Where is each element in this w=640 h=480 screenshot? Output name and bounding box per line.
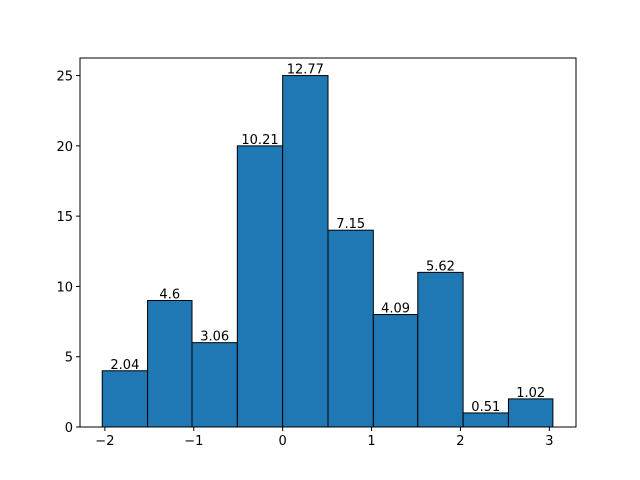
bar	[101, 370, 149, 428]
bar	[507, 398, 554, 428]
bar	[282, 75, 329, 428]
x-tick-label: 0	[279, 434, 287, 449]
x-tick-label: 1	[367, 434, 375, 449]
bar-label: 5.62	[426, 259, 455, 274]
bar-label: 1.02	[516, 386, 545, 401]
bar	[327, 229, 374, 428]
y-tick-label: 25	[56, 70, 73, 85]
y-tick-label: 20	[56, 140, 73, 155]
bar	[191, 342, 238, 428]
bar-label: 3.06	[200, 330, 229, 345]
bar	[417, 271, 464, 428]
y-tick-label: 0	[65, 421, 73, 436]
x-tick-label: 2	[456, 434, 464, 449]
bar-label: 10.21	[241, 133, 278, 148]
bar-label: 0.51	[471, 400, 500, 415]
y-tick-label: 10	[56, 280, 73, 295]
bar	[372, 314, 419, 428]
bar-label: 12.77	[287, 63, 324, 78]
bar	[462, 412, 509, 428]
bar-label: 2.04	[110, 358, 139, 373]
bar	[236, 145, 284, 428]
bar-label: 7.15	[336, 217, 365, 232]
bar-label: 4.09	[381, 302, 410, 317]
y-tick-label: 15	[56, 210, 73, 225]
y-tick-label: 5	[65, 351, 73, 366]
x-tick-label: 3	[545, 434, 553, 449]
x-tick-label: −2	[95, 434, 114, 449]
plot-frame	[79, 57, 577, 428]
bar-label: 4.6	[159, 287, 180, 302]
bar	[147, 299, 193, 428]
x-tick-label: −1	[184, 434, 203, 449]
